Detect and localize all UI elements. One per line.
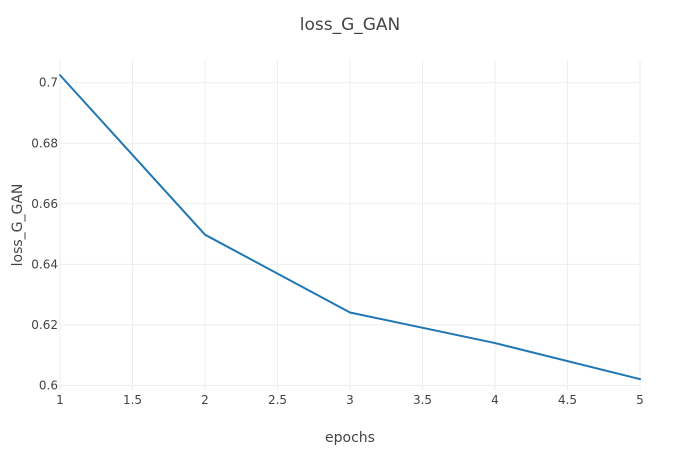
y-tick-layer: 0.6 0.62 0.64 0.66 0.68 0.7 bbox=[31, 76, 58, 393]
y-tick-label: 0.68 bbox=[31, 136, 58, 150]
data-point bbox=[637, 376, 643, 382]
y-tick-label: 0.66 bbox=[31, 197, 58, 211]
x-tick-layer: 1 1.5 2 2.5 3 3.5 4 4.5 5 bbox=[56, 393, 644, 407]
x-tick-label: 1.5 bbox=[123, 393, 142, 407]
grid-layer bbox=[59, 60, 641, 390]
chart-title: loss_G_GAN bbox=[300, 15, 401, 35]
x-tick-label: 2.5 bbox=[268, 393, 287, 407]
series-line bbox=[59, 74, 641, 381]
x-axis-title: epochs bbox=[325, 430, 375, 446]
x-tick-label: 3.5 bbox=[413, 393, 432, 407]
data-point bbox=[347, 309, 353, 315]
y-tick-label: 0.62 bbox=[31, 318, 58, 332]
x-tick-label: 4 bbox=[491, 393, 499, 407]
data-point bbox=[492, 340, 498, 346]
x-tick-label: 1 bbox=[56, 393, 64, 407]
y-tick-label: 0.6 bbox=[39, 378, 58, 392]
x-tick-label: 3 bbox=[346, 393, 354, 407]
x-tick-label: 5 bbox=[636, 393, 644, 407]
y-tick-label: 0.64 bbox=[31, 257, 58, 271]
series-layer bbox=[59, 74, 643, 382]
x-tick-label: 4.5 bbox=[558, 393, 577, 407]
data-point bbox=[202, 232, 208, 238]
y-axis-title: loss_G_GAN bbox=[10, 184, 26, 267]
x-tick-label: 2 bbox=[201, 393, 209, 407]
y-tick-label: 0.7 bbox=[39, 76, 58, 90]
